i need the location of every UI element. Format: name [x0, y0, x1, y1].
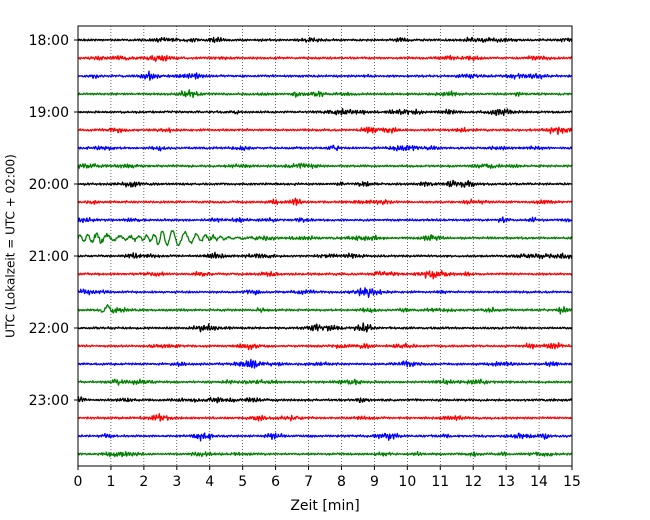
trace-2045	[77, 230, 573, 247]
trace-2015	[77, 197, 573, 206]
trace-1800	[77, 36, 573, 44]
x-axis-ticks: 0 1 2 3 4 5 6 7 8 9 10 11 12 13 14 15	[74, 466, 581, 490]
trace-2145	[77, 304, 573, 315]
trace-1815	[77, 54, 573, 63]
grid	[110, 26, 540, 466]
x-tick-label: 13	[497, 474, 515, 490]
y-tick-label: 18:00	[29, 33, 69, 49]
trace-2330	[77, 432, 573, 442]
x-tick-label: 12	[464, 474, 482, 490]
y-tick-label: 23:00	[29, 393, 69, 409]
trace-2230	[77, 358, 573, 369]
x-tick-label: 5	[238, 474, 247, 490]
trace-1930	[77, 144, 573, 152]
trace-2315	[77, 413, 573, 422]
x-tick-label: 14	[530, 474, 548, 490]
trace-2215	[77, 342, 573, 351]
trace-2115	[77, 269, 573, 280]
trace-2245	[77, 378, 573, 386]
x-tick-label: 7	[304, 474, 313, 490]
x-tick-label: 11	[431, 474, 449, 490]
x-tick-label: 10	[398, 474, 416, 490]
trace-2345	[77, 450, 573, 458]
trace-2030	[77, 216, 573, 224]
trace-1900	[77, 108, 573, 117]
trace-1915	[77, 126, 573, 136]
trace-1945	[77, 162, 573, 170]
traces	[77, 36, 573, 458]
x-tick-label: 9	[370, 474, 379, 490]
trace-2300	[77, 396, 573, 404]
x-tick-label: 0	[74, 474, 83, 490]
y-axis-label: UTC (Lokalzeit = UTC + 02:00)	[4, 154, 18, 338]
trace-1830	[77, 70, 573, 81]
x-tick-label: 4	[205, 474, 214, 490]
x-axis-label: Zeit [min]	[290, 498, 359, 514]
trace-1845	[77, 89, 573, 99]
trace-2130	[77, 287, 573, 299]
y-tick-label: 20:00	[29, 177, 69, 193]
x-tick-label: 1	[106, 474, 115, 490]
x-tick-label: 8	[337, 474, 346, 490]
y-axis-ticks: 18:00 19:00 20:00 21:00 22:00 23:00	[29, 33, 78, 409]
y-tick-label: 21:00	[29, 249, 69, 265]
trace-2100	[77, 251, 573, 260]
x-tick-label: 6	[271, 474, 280, 490]
x-tick-label: 3	[172, 474, 181, 490]
trace-2000	[77, 179, 573, 188]
y-tick-label: 19:00	[29, 105, 69, 121]
y-tick-label: 22:00	[29, 321, 69, 337]
trace-2200	[77, 322, 573, 333]
plot-frame	[77, 25, 573, 467]
x-tick-label: 15	[563, 474, 581, 490]
x-tick-label: 2	[139, 474, 148, 490]
